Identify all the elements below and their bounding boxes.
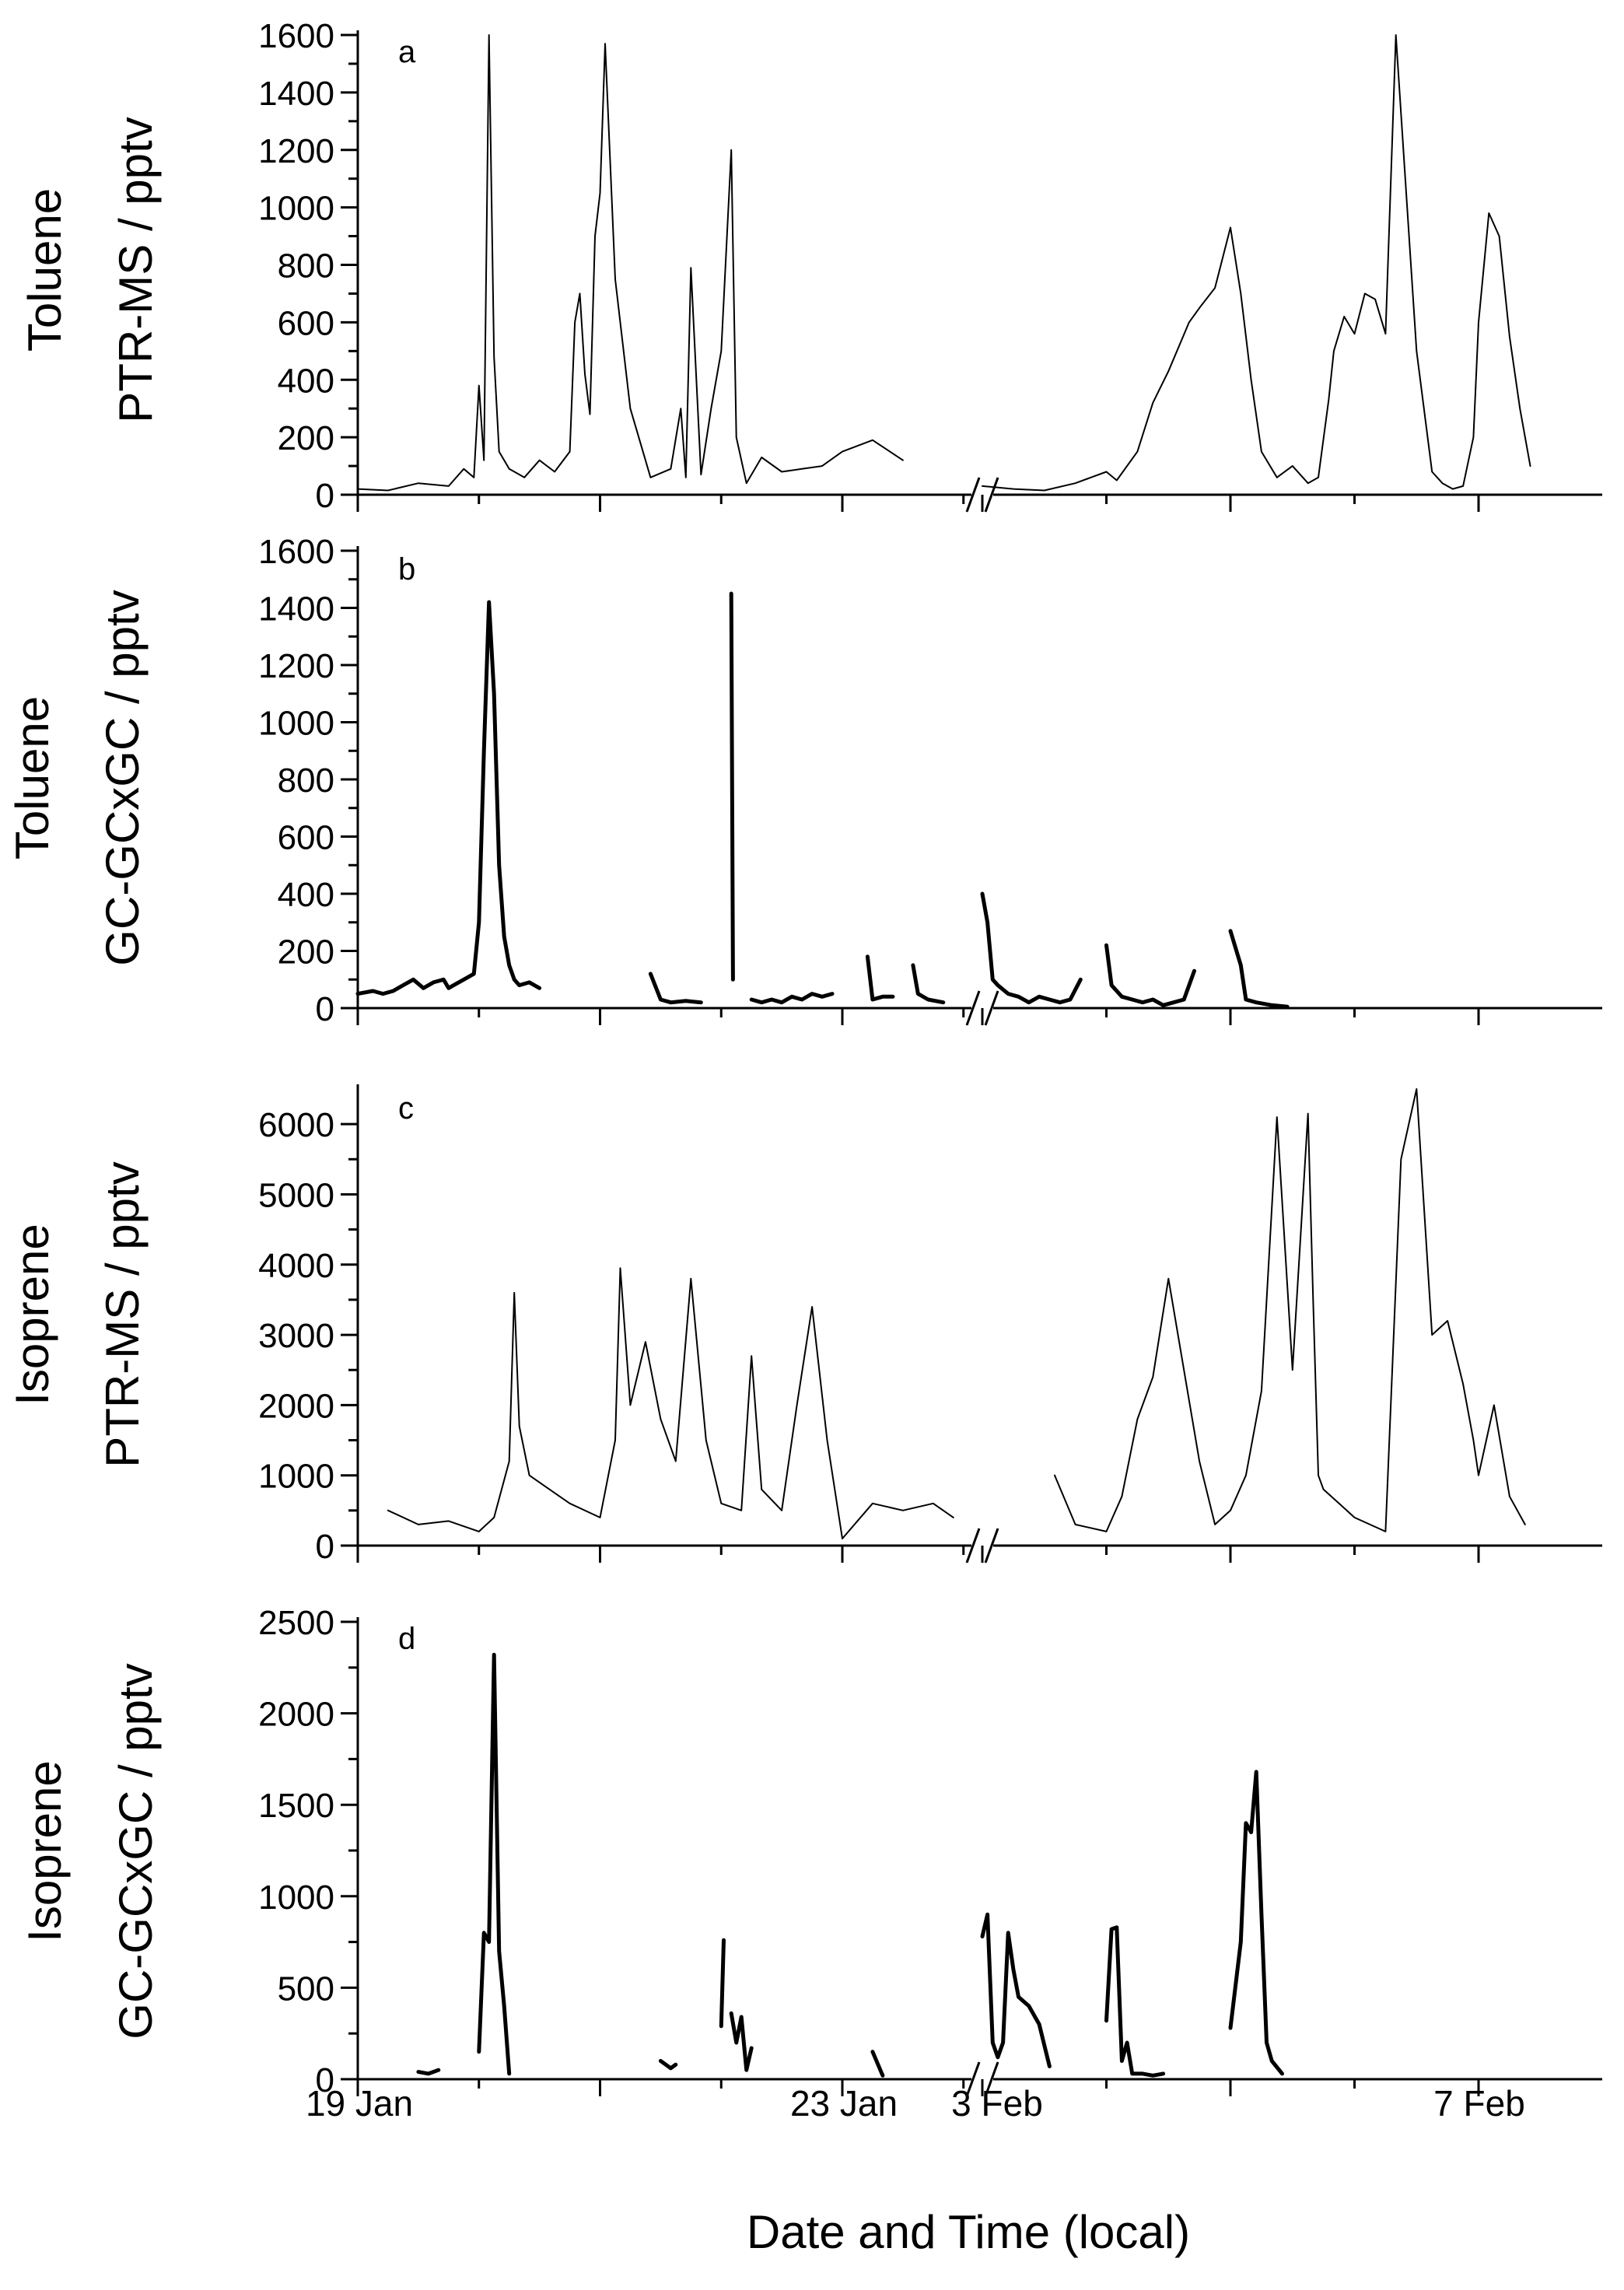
- y-axis-title-line: Toluene: [6, 696, 58, 860]
- axis-break-mark: [984, 990, 999, 1026]
- series-line-b-2: [729, 591, 735, 982]
- y-axis-title-line: Isoprene: [6, 1224, 58, 1406]
- y-axis-title-line: PTR-MS / pptv: [110, 117, 162, 422]
- axis-break-mark: [965, 477, 981, 513]
- y-axis-title-line: GC-GCxGC / pptv: [110, 1663, 162, 2039]
- axis-break-mark: [965, 2061, 981, 2097]
- y-axis-title-line: Isoprene: [19, 1760, 71, 1942]
- y-tick-label: 0: [316, 1528, 334, 1566]
- series-line-b-0: [355, 600, 542, 996]
- axis-break-mark: [984, 2061, 999, 2097]
- y-tick-label: 3000: [258, 1317, 334, 1355]
- y-tick-label: 200: [278, 419, 334, 457]
- axis-break-mark: [965, 990, 981, 1026]
- series-line-b-6: [980, 891, 1083, 1005]
- series-line-d-3: [719, 1938, 726, 2029]
- series-line-c-0: [387, 1267, 954, 1539]
- y-tick-label: 600: [278, 819, 334, 857]
- series-line-d-8: [1228, 1770, 1284, 2076]
- panel-label: b: [398, 552, 415, 587]
- y-tick-label: 2500: [258, 1604, 334, 1642]
- y-tick-label: 2000: [258, 1387, 334, 1425]
- y-tick-label: 1200: [258, 647, 334, 685]
- series-line-d-2: [658, 2059, 678, 2071]
- x-tick-label-7-feb: 7 Feb: [1433, 2083, 1525, 2124]
- y-tick-label: 500: [278, 1970, 334, 2008]
- axis-break-mark: [984, 477, 999, 513]
- y-tick-label: 400: [278, 876, 334, 914]
- panel-b: 0 200 400 600 800 1000 1200 1400 1600 b Toluene GC-…: [6, 533, 1602, 1028]
- x-tick-label-3-feb: 3 Feb: [951, 2083, 1043, 2124]
- y-tick-label: 600: [278, 304, 334, 342]
- y-tick-label: 1000: [258, 190, 334, 228]
- y-tick-label: 800: [278, 247, 334, 285]
- y-tick-label: 4000: [258, 1247, 334, 1285]
- x-tick-label-23-jan: 23 Jan: [790, 2083, 898, 2124]
- series-line-b-8: [1228, 929, 1290, 1009]
- y-tick-label: 0: [316, 477, 334, 515]
- y-axis-title-line: PTR-MS / pptv: [96, 1161, 149, 1467]
- panel-d: 0 500 1000 1500 2000 2500 d Isoprene GC-GCxGC / …: [19, 1604, 1602, 2099]
- series-line-d-5: [870, 2050, 885, 2078]
- y-tick-label: 1000: [258, 1879, 334, 1917]
- series-line-d-0: [416, 2068, 441, 2076]
- panel-a: 0 200 400 600 800 1000 1200 1400 1600 a Toluene PTR…: [19, 17, 1602, 515]
- y-tick-label: 1500: [258, 1787, 334, 1825]
- panel-label: d: [398, 1622, 415, 1656]
- series-line-a-1: [982, 34, 1531, 492]
- y-tick-label: 1600: [258, 17, 334, 55]
- y-tick-label: 0: [316, 990, 334, 1028]
- series-line-b-1: [648, 972, 703, 1005]
- y-tick-label: 400: [278, 362, 334, 400]
- y-tick-label: 2000: [258, 1696, 334, 1734]
- y-tick-label: 1400: [258, 75, 334, 113]
- y-tick-label: 1000: [258, 705, 334, 743]
- y-axis-title-line: GC-GCxGC / pptv: [96, 590, 149, 965]
- y-tick-label: 200: [278, 933, 334, 972]
- y-tick-label: 1400: [258, 590, 334, 629]
- axis-break-mark: [984, 1528, 999, 1563]
- y-tick-label: 800: [278, 762, 334, 800]
- panels: 0 200 400 600 800 1000 1200 1400 1600 a Toluene PTR…: [6, 17, 1602, 2099]
- series-line-d-6: [980, 1912, 1052, 2068]
- y-tick-label: 1200: [258, 132, 334, 170]
- series-line-b-4: [865, 954, 895, 1002]
- series-line-b-5: [911, 963, 946, 1005]
- series-line-d-4: [729, 2011, 754, 2072]
- y-axis-title-line: Toluene: [19, 188, 71, 352]
- series-line-d-7: [1104, 1925, 1166, 2078]
- series-line-d-1: [477, 1652, 512, 2076]
- y-tick-label: 1000: [258, 1458, 334, 1496]
- series-line-c-1: [1054, 1088, 1526, 1532]
- x-axis-title: Date and Time (local): [747, 2206, 1190, 2258]
- y-tick-label: 5000: [258, 1176, 334, 1214]
- panel-c: 0 1000 2000 3000 4000 5000 6000 c Isoprene PTR-MS…: [6, 1084, 1602, 1566]
- axis-break-mark: [965, 1528, 981, 1563]
- y-tick-label: 6000: [258, 1106, 334, 1144]
- y-tick-label: 0: [316, 2061, 334, 2099]
- x-tick-label-19-jan: 19 Jan: [306, 2083, 413, 2124]
- y-tick-label: 1600: [258, 533, 334, 571]
- panel-label: a: [398, 35, 416, 69]
- panel-label: c: [398, 1091, 414, 1126]
- series-line-b-3: [749, 992, 835, 1005]
- series-line-a-0: [357, 34, 904, 492]
- series-line-b-7: [1104, 943, 1196, 1007]
